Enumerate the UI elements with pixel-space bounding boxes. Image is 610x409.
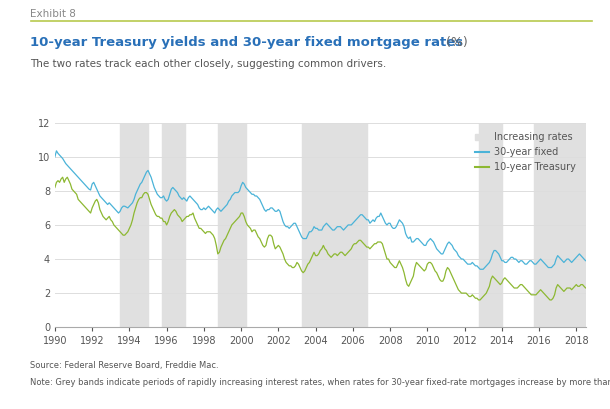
Text: (%): (%) [442,36,468,49]
Bar [120,123,148,327]
Text: Note: Grey bands indicate periods of rapidly increasing interest rates, when rat: Note: Grey bands indicate periods of rap… [30,378,610,387]
Text: The two rates track each other closely, suggesting common drivers.: The two rates track each other closely, … [30,59,387,69]
Text: 10-year Treasury yields and 30-year fixed mortgage rates: 10-year Treasury yields and 30-year fixe… [30,36,464,49]
Bar [534,123,586,327]
Bar [301,123,367,327]
Text: Source: Federal Reserve Board, Freddie Mac.: Source: Federal Reserve Board, Freddie M… [30,361,219,370]
Text: Exhibit 8: Exhibit 8 [30,9,76,19]
Bar [162,123,185,327]
Legend: Increasing rates, 30-year fixed, 10-year Treasury: Increasing rates, 30-year fixed, 10-year… [470,128,581,177]
Bar [218,123,246,327]
Bar [478,123,502,327]
